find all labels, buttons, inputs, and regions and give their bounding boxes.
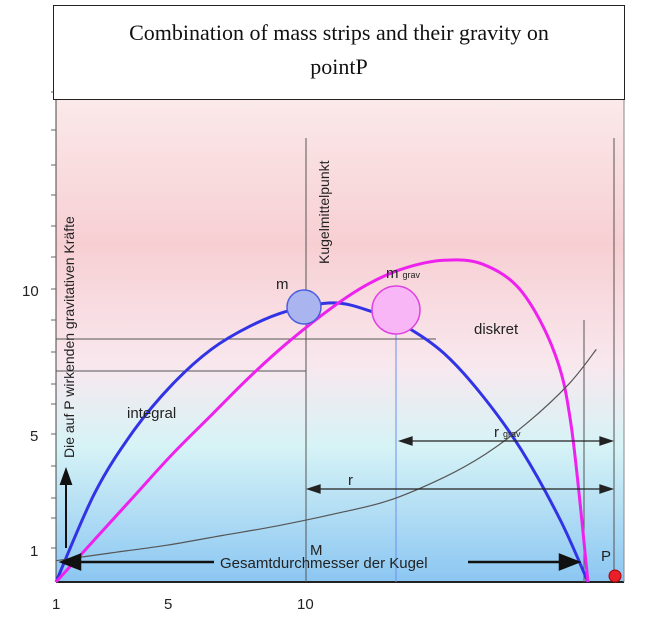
r-grav-arrow — [397, 436, 615, 446]
diskret-label: diskret — [474, 321, 519, 338]
x-tick-label: 5 — [164, 596, 172, 613]
m-label: m — [276, 276, 289, 293]
chart-title: Combination of mass strips and their gra… — [129, 20, 549, 45]
y-tick-label: 1 — [30, 543, 38, 560]
y-up-arrow — [59, 467, 73, 548]
chart-title-line2: pointP — [310, 54, 368, 79]
plot-background — [56, 100, 624, 582]
y-tick-label: 10 — [22, 283, 39, 300]
r-arrow — [305, 484, 615, 494]
integral-label: integral — [127, 405, 176, 422]
r-grav-label: r grav — [494, 424, 521, 441]
y-axis-label: Die auf P wirkenden gravitativen Kräfte — [61, 216, 77, 458]
mass-grav-circle — [371, 285, 421, 335]
kugelmittelpunkt-label: Kugelmittelpunkt — [316, 160, 332, 264]
x-tick-label: 1 — [52, 596, 60, 613]
chart-title-box: Combination of mass strips and their gra… — [53, 5, 625, 100]
mass-m-circle — [286, 289, 322, 325]
diskret-curve — [54, 258, 590, 584]
m-grav-label: m grav — [386, 265, 421, 282]
trend-curve — [55, 349, 597, 562]
x-tick-label: 10 — [297, 596, 314, 613]
gesamtdurchmesser-label: Gesamtdurchmesser der Kugel — [220, 555, 428, 572]
point-p-marker — [608, 569, 622, 583]
m-center-label: M — [310, 542, 323, 559]
y-tick-label: 5 — [30, 428, 38, 445]
y-minor-ticks — [51, 91, 56, 549]
diameter-arrow — [58, 553, 582, 571]
p-label: P — [601, 548, 611, 565]
r-label: r — [348, 472, 353, 489]
